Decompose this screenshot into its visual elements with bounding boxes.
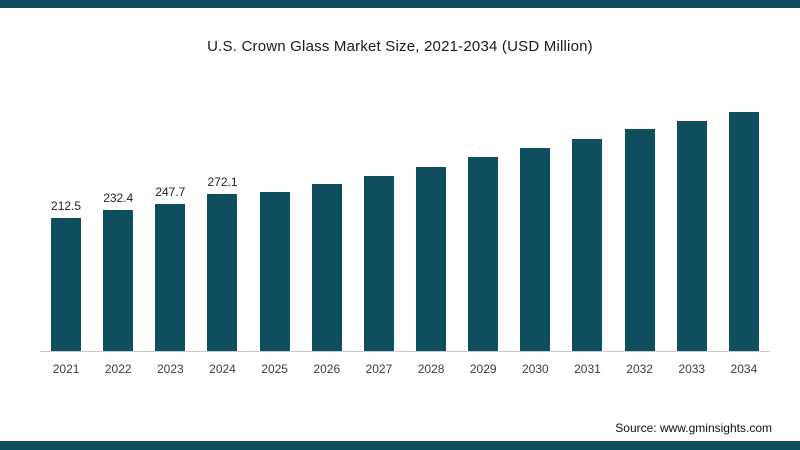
bar-value-label: 212.5 [51, 199, 82, 213]
bar-column-2031 [561, 139, 613, 351]
bar-column-2024: 272.1 [196, 175, 248, 351]
bar [468, 157, 499, 351]
source-attribution: Source: www.gminsights.com [615, 421, 772, 435]
bottom-border [0, 441, 800, 450]
bar [103, 210, 134, 351]
bar-value-label: 247.7 [155, 185, 186, 199]
bar-value-label: 232.4 [103, 191, 134, 205]
bar [363, 176, 394, 351]
bar-column-2030 [509, 148, 561, 351]
bar-value-label: 272.1 [207, 175, 238, 189]
x-tick-label: 2030 [521, 362, 549, 376]
top-border [0, 0, 800, 8]
bar [520, 148, 551, 351]
bar [624, 129, 655, 351]
bar [311, 184, 342, 351]
bar [676, 121, 707, 351]
bar-column-2027 [353, 176, 405, 351]
x-tick-label: 2034 [730, 362, 758, 376]
bar-column-2033 [666, 121, 718, 351]
x-tick-label: 2033 [678, 362, 706, 376]
x-axis-labels: 2021 2022 2023 2024 2025 2026 2027 2028 2029 2030… [40, 352, 770, 376]
bar [207, 194, 238, 351]
x-tick-label: 2022 [104, 362, 132, 376]
x-tick-label: 2027 [365, 362, 393, 376]
bar-chart-plot: 212.5 232.4 247.7 272.1 [40, 79, 770, 352]
bar-column-2026 [301, 184, 353, 351]
bar [572, 139, 603, 351]
x-tick-label: 2026 [313, 362, 341, 376]
bar-column-2034 [718, 112, 770, 351]
bar-column-2028 [405, 167, 457, 351]
x-tick-label: 2031 [574, 362, 601, 376]
x-tick-label: 2025 [261, 362, 288, 376]
x-tick-label: 2021 [52, 362, 80, 376]
bar-column-2025 [249, 192, 301, 351]
bar-column-2021: 212.5 [40, 199, 92, 351]
bar [51, 218, 82, 351]
chart-title: U.S. Crown Glass Market Size, 2021-2034 … [207, 38, 593, 55]
bar [259, 192, 290, 351]
bar-column-2029 [457, 157, 509, 351]
x-tick-label: 2028 [417, 362, 445, 376]
x-tick-label: 2023 [157, 362, 184, 376]
bar-column-2022: 232.4 [92, 191, 144, 351]
x-tick-label: 2032 [626, 362, 653, 376]
bar [155, 204, 186, 351]
bar [728, 112, 759, 351]
x-tick-label: 2029 [469, 362, 497, 376]
bar-column-2032 [614, 129, 666, 351]
bar-column-2023: 247.7 [144, 185, 196, 351]
x-tick-label: 2024 [209, 362, 236, 376]
bar [416, 167, 447, 351]
